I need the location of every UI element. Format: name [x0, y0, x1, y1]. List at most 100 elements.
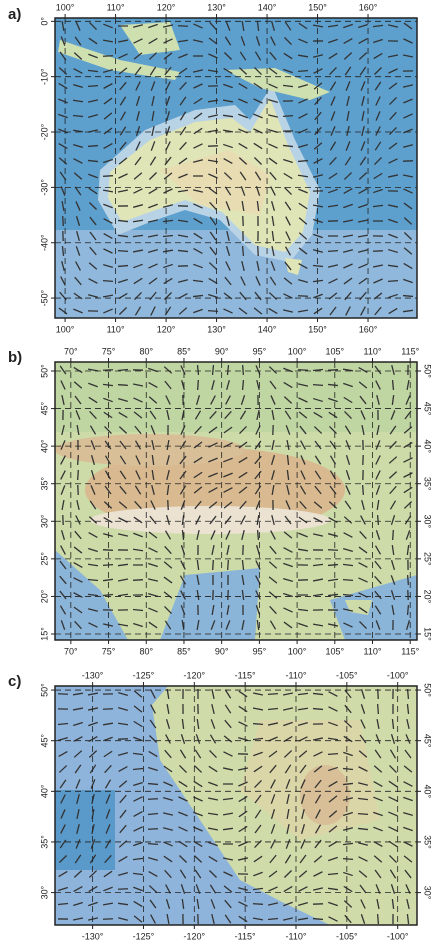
vector-dash: [285, 839, 291, 849]
vector-dash: [163, 855, 173, 863]
vector-dash: [298, 870, 308, 878]
vector-dash: [297, 69, 309, 73]
vector-dash: [376, 424, 380, 436]
vector-dash: [135, 81, 141, 91]
vector-dash: [389, 485, 397, 495]
vector-dash: [358, 263, 368, 269]
vector-dash: [284, 515, 292, 525]
vector-dash: [196, 364, 200, 376]
x-tick-label: 115°: [401, 346, 419, 356]
vector-dash: [61, 20, 65, 32]
vector-dash: [330, 111, 336, 121]
vector-dash: [117, 533, 129, 537]
vector-dash: [73, 144, 83, 148]
vector-dash: [373, 278, 383, 284]
vector-dash: [103, 83, 113, 89]
x-tick-label: 100°: [56, 324, 75, 334]
vector-dash: [193, 796, 203, 802]
vector-dash: [163, 172, 173, 180]
vector-dash: [177, 219, 189, 223]
vector-dash: [267, 917, 279, 921]
vector-dash: [73, 83, 83, 89]
vector-dash: [256, 260, 260, 272]
vector-dash: [61, 499, 65, 511]
vector-dash: [389, 440, 397, 450]
vector-dash: [103, 112, 113, 120]
vector-dash: [151, 110, 155, 122]
vector-dash: [269, 51, 277, 61]
vector-dash: [267, 114, 279, 118]
vector-dash: [253, 751, 263, 757]
vector-dash: [313, 68, 323, 74]
vector-dash: [406, 718, 410, 730]
vector-dash: [298, 750, 308, 758]
vector-dash: [313, 855, 323, 863]
vector-dash: [118, 157, 128, 165]
vector-dash: [105, 809, 111, 819]
vector-dash: [241, 589, 245, 601]
vector-dash: [255, 276, 261, 286]
vector-dash: [193, 23, 203, 29]
vector-dash: [344, 410, 352, 420]
vector-dash: [74, 36, 82, 46]
vector-dash: [267, 707, 279, 711]
vector-dash: [403, 765, 413, 773]
vector-dash: [256, 379, 260, 391]
vector-dash: [375, 734, 381, 744]
vector-dash: [178, 765, 188, 773]
y-tick-label: 35°: [39, 835, 49, 849]
x-tick-label: -125°: [133, 670, 155, 680]
vector-dash: [238, 441, 248, 449]
vector-dash: [359, 156, 367, 166]
vector-dash: [359, 884, 367, 894]
vector-dash: [284, 764, 292, 774]
vector-dash: [403, 796, 413, 802]
vector-dash: [252, 887, 264, 891]
vector-dash: [328, 691, 338, 697]
vector-dash: [118, 67, 128, 75]
x-tick-label: 140°: [258, 2, 277, 12]
vector-dash: [147, 219, 159, 223]
vector-dash: [271, 230, 275, 242]
vector-dash: [178, 173, 188, 179]
vector-dash: [270, 186, 276, 196]
vector-dash: [148, 750, 158, 758]
vector-dash: [180, 500, 186, 510]
vector-dash: [313, 218, 323, 224]
vector-dash: [209, 246, 217, 256]
vector-dash: [388, 456, 398, 464]
vector-dash: [268, 561, 278, 569]
vector-dash: [387, 279, 399, 283]
vector-dash: [222, 857, 234, 861]
vector-dash: [388, 248, 398, 254]
vector-dash: [329, 156, 337, 166]
vector-dash: [223, 143, 233, 149]
vector-dash: [391, 394, 395, 406]
y-tick-label: 50°: [423, 364, 433, 378]
vector-dash: [357, 249, 369, 253]
vector-dash: [89, 246, 97, 256]
x-tick-label: 80°: [139, 346, 153, 356]
vector-dash: [180, 560, 186, 570]
vector-dash: [178, 307, 188, 315]
vector-dash: [193, 143, 203, 149]
x-tick-label: 110°: [107, 324, 125, 334]
vector-dash: [74, 530, 82, 540]
vector-dash: [136, 110, 140, 122]
vector-dash: [268, 143, 278, 149]
vector-dash: [162, 234, 174, 238]
vector-dash: [342, 782, 354, 786]
vector-dash: [283, 158, 293, 164]
vector-dash: [89, 21, 97, 31]
vector-dash: [238, 887, 248, 891]
vector-dash: [285, 425, 291, 435]
vector-dash: [375, 96, 381, 106]
vector-dash: [373, 188, 383, 194]
vector-dash: [88, 721, 98, 727]
vector-dash: [177, 234, 189, 238]
vector-dash: [343, 396, 353, 404]
vector-dash: [118, 780, 128, 788]
vector-dash: [119, 455, 127, 465]
vector-dash: [89, 410, 97, 420]
x-tick-label: 105°: [325, 346, 344, 356]
